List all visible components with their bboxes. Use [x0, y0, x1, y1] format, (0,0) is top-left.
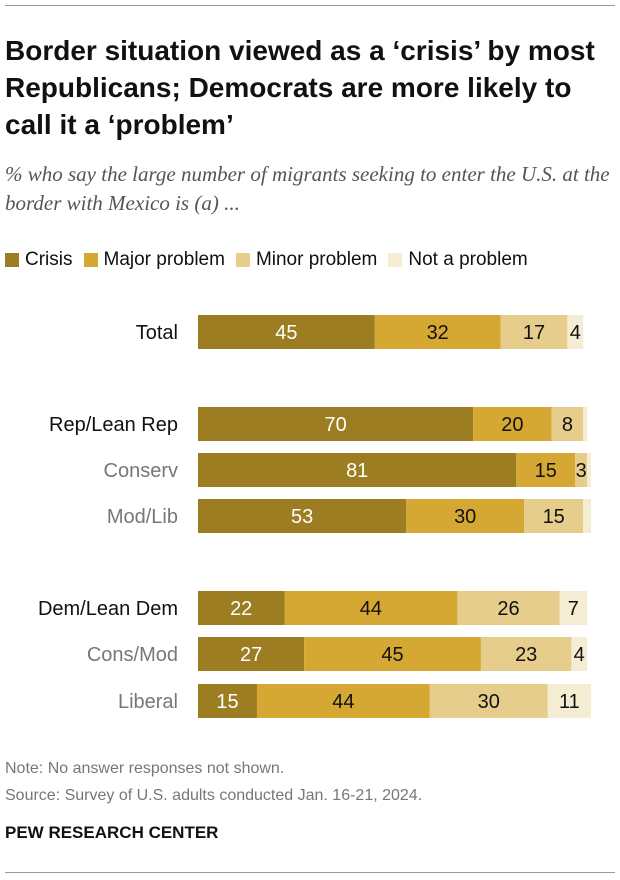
legend-label-major-problem: Major problem: [103, 249, 225, 270]
row-label-cons-mod: Cons/Mod: [87, 644, 178, 666]
legend-label-minor-problem: Minor problem: [255, 249, 378, 270]
bar-dem-lean-dem-major-problem: [284, 591, 458, 625]
bar-cons-mod-crisis: [198, 637, 305, 671]
bar-liberal-not-a-problem: [547, 684, 591, 718]
bar-total-major-problem: [374, 315, 501, 349]
value-label-mod-lib-major-problem: 30: [454, 506, 476, 528]
stacked-bar-chart: Total 45 32 17 4 Rep/Lean Rep 70 20 8 Conserv 81 15…: [38, 315, 591, 718]
value-label-rep-lean-rep-minor-problem: 8: [562, 414, 573, 436]
bar-conserv-not-a-problem: [587, 453, 591, 487]
value-label-liberal-minor-problem: 30: [478, 691, 500, 713]
legend-item-minor-problem: Minor problem: [235, 249, 378, 271]
value-label-total-not-a-problem: 4: [570, 322, 581, 344]
value-label-cons-mod-crisis: 27: [240, 644, 262, 666]
value-label-liberal-not-a-problem: 11: [559, 691, 580, 713]
bar-total-crisis: [198, 315, 375, 349]
bar-rep-lean-rep-crisis: [198, 407, 474, 441]
value-label-rep-lean-rep-major-problem: 20: [501, 414, 523, 436]
value-label-conserv-crisis: 81: [346, 460, 368, 482]
bar-conserv-minor-problem: [575, 453, 588, 487]
bar-liberal-minor-problem: [429, 684, 548, 718]
row-label-dem-lean-dem: Dem/Lean Dem: [38, 598, 178, 620]
bar-mod-lib-major-problem: [406, 499, 525, 533]
bar-cons-mod-not-a-problem: [571, 637, 588, 671]
value-label-dem-lean-dem-crisis: 22: [230, 598, 252, 620]
bar-liberal-crisis: [198, 684, 257, 718]
chart-subtitle: % who say the large number of migrants s…: [5, 162, 610, 215]
bar-conserv-crisis: [198, 453, 517, 487]
bar-total-minor-problem: [500, 315, 568, 349]
bar-liberal-major-problem: [256, 684, 430, 718]
row-label-total: Total: [136, 322, 178, 344]
footer-note: Note: No answer responses not shown.: [5, 760, 285, 777]
legend-label-not-a-problem: Not a problem: [408, 249, 528, 270]
bar-conserv-major-problem: [516, 453, 576, 487]
bar-total-not-a-problem: [567, 315, 584, 349]
legend-swatch-not-a-problem: [388, 253, 403, 267]
bar-mod-lib-minor-problem: [524, 499, 584, 533]
bar-cons-mod-major-problem: [304, 637, 481, 671]
value-label-conserv-minor-problem: 3: [576, 460, 587, 482]
bar-rep-lean-rep-major-problem: [473, 407, 552, 441]
chart-title: Border situation viewed as a ‘crisis’ by…: [5, 35, 595, 140]
value-label-dem-lean-dem-not-a-problem: 7: [568, 598, 579, 620]
value-label-mod-lib-crisis: 53: [291, 506, 313, 528]
value-label-liberal-crisis: 15: [216, 691, 238, 713]
value-label-conserv-major-problem: 15: [535, 460, 557, 482]
legend-swatch-crisis: [5, 253, 19, 267]
bar-mod-lib-crisis: [198, 499, 407, 533]
value-label-dem-lean-dem-major-problem: 44: [360, 598, 382, 620]
bar-dem-lean-dem-not-a-problem: [559, 591, 588, 625]
brand-logo-text: PEW RESEARCH CENTER: [5, 823, 219, 842]
value-label-cons-mod-not-a-problem: 4: [574, 644, 585, 666]
value-label-total-major-problem: 32: [427, 322, 449, 344]
legend-item-crisis: Crisis: [5, 249, 73, 271]
bar-mod-lib-not-a-problem: [583, 499, 591, 533]
bar-dem-lean-dem-minor-problem: [457, 591, 560, 625]
bar-dem-lean-dem-crisis: [198, 591, 285, 625]
value-label-liberal-major-problem: 44: [332, 691, 354, 713]
value-label-cons-mod-minor-problem: 23: [515, 644, 537, 666]
legend-swatch-minor-problem: [235, 253, 250, 267]
value-label-cons-mod-major-problem: 45: [381, 644, 403, 666]
value-label-mod-lib-minor-problem: 15: [543, 506, 565, 528]
bar-rep-lean-rep-minor-problem: [551, 407, 584, 441]
value-label-rep-lean-rep-crisis: 70: [324, 414, 346, 436]
footer-source: Source: Survey of U.S. adults conducted …: [5, 787, 423, 804]
row-label-rep-lean-rep: Rep/Lean Rep: [49, 414, 178, 436]
value-label-total-crisis: 45: [275, 322, 297, 344]
row-label-conserv: Conserv: [104, 460, 178, 482]
legend-swatch-major-problem: [83, 253, 98, 267]
row-label-mod-lib: Mod/Lib: [107, 506, 178, 528]
legend: Crisis Major problem Minor problem Not a…: [5, 248, 539, 272]
legend-item-major-problem: Major problem: [83, 249, 225, 271]
legend-label-crisis: Crisis: [25, 249, 73, 270]
top-rule: [5, 5, 615, 6]
value-label-total-minor-problem: 17: [523, 322, 545, 344]
legend-item-not-a-problem: Not a problem: [388, 249, 528, 271]
bar-rep-lean-rep-not-a-problem: [583, 407, 587, 441]
bottom-rule: [5, 872, 615, 873]
value-label-dem-lean-dem-minor-problem: 26: [497, 598, 519, 620]
row-label-liberal: Liberal: [118, 691, 178, 713]
bar-cons-mod-minor-problem: [481, 637, 572, 671]
